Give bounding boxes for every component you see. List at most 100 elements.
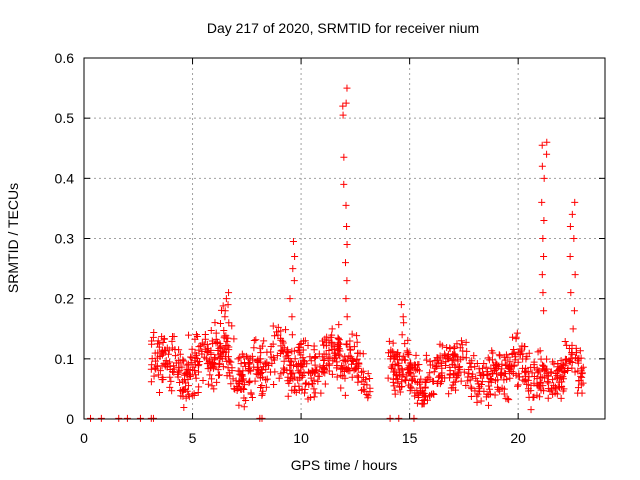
- data-point: [336, 352, 344, 360]
- data-point: [419, 387, 427, 395]
- data-point: [520, 343, 528, 351]
- data-point: [559, 361, 567, 369]
- data-point: [169, 332, 177, 340]
- data-point: [450, 344, 458, 352]
- data-point: [561, 355, 569, 363]
- data-point: [540, 174, 548, 182]
- data-point: [359, 367, 367, 375]
- data-point: [449, 370, 457, 378]
- data-point: [483, 390, 491, 398]
- data-point: [317, 389, 325, 397]
- data-point: [183, 365, 191, 373]
- data-point: [285, 355, 293, 363]
- x-tick-label: 0: [80, 430, 88, 446]
- data-point: [429, 361, 437, 369]
- x-tick-label: 5: [189, 430, 197, 446]
- data-point: [239, 376, 247, 384]
- data-point: [252, 336, 260, 344]
- data-point: [364, 394, 372, 402]
- data-point: [343, 341, 351, 349]
- data-point: [290, 387, 298, 395]
- data-point: [363, 391, 371, 399]
- data-point: [551, 389, 559, 397]
- data-point: [537, 355, 545, 363]
- y-tick-label: 0: [66, 411, 74, 427]
- data-point: [274, 323, 282, 331]
- data-point: [411, 392, 419, 400]
- data-point: [267, 342, 275, 350]
- data-point: [301, 389, 309, 397]
- data-point: [260, 337, 268, 345]
- data-point: [203, 340, 211, 348]
- data-point: [123, 414, 131, 422]
- data-point: [343, 84, 351, 92]
- data-point: [332, 354, 340, 362]
- data-point: [566, 222, 574, 230]
- data-point: [412, 351, 420, 359]
- data-point: [284, 392, 292, 400]
- data-point: [291, 253, 299, 261]
- data-point: [513, 382, 521, 390]
- data-point: [341, 391, 349, 399]
- data-point: [385, 337, 393, 345]
- data-point: [342, 99, 350, 107]
- data-point: [230, 335, 238, 343]
- data-point: [201, 331, 209, 339]
- y-axis-title: SRMTID / TECUs: [5, 183, 21, 293]
- data-point: [271, 332, 279, 340]
- data-point: [162, 357, 170, 365]
- data-point: [570, 235, 578, 242]
- data-point: [354, 378, 362, 386]
- data-point: [567, 355, 575, 363]
- data-point: [493, 360, 501, 368]
- data-point: [498, 384, 506, 392]
- data-point: [348, 360, 355, 368]
- data-point: [164, 350, 172, 358]
- data-point: [299, 346, 307, 354]
- data-point: [325, 346, 333, 354]
- data-point: [539, 235, 547, 242]
- data-point: [227, 380, 235, 388]
- data-point: [314, 377, 322, 385]
- data-point: [467, 383, 475, 391]
- chart-title: Day 217 of 2020, SRMTID for receiver niu…: [207, 20, 479, 36]
- data-point: [437, 359, 445, 367]
- data-point: [503, 361, 511, 369]
- data-point: [174, 357, 182, 365]
- data-point: [474, 390, 482, 398]
- data-point: [225, 289, 233, 297]
- data-point: [246, 366, 254, 374]
- data-point: [326, 353, 334, 361]
- data-point: [402, 377, 410, 385]
- data-point: [480, 359, 488, 367]
- data-point: [235, 380, 243, 388]
- data-point: [543, 150, 551, 158]
- data-point: [462, 381, 470, 389]
- data-point: [216, 371, 224, 379]
- data-point: [538, 198, 546, 206]
- data-point: [557, 394, 565, 402]
- data-point: [299, 363, 307, 371]
- data-point: [315, 372, 323, 380]
- data-point: [331, 349, 339, 357]
- data-point: [245, 378, 253, 386]
- data-point: [486, 385, 494, 393]
- data-point: [449, 381, 457, 389]
- data-point: [565, 345, 573, 353]
- data-point: [259, 363, 267, 371]
- data-point: [342, 259, 350, 267]
- data-point: [270, 381, 278, 389]
- data-point: [468, 385, 476, 393]
- data-point: [417, 375, 425, 383]
- data-point: [395, 359, 403, 367]
- data-point: [191, 349, 199, 357]
- data-point: [430, 391, 438, 399]
- data-point: [572, 344, 580, 352]
- data-point: [234, 355, 242, 363]
- data-point: [244, 365, 252, 373]
- data-point: [257, 384, 265, 392]
- data-point: [295, 382, 303, 390]
- data-point: [494, 376, 502, 384]
- data-point: [397, 301, 405, 309]
